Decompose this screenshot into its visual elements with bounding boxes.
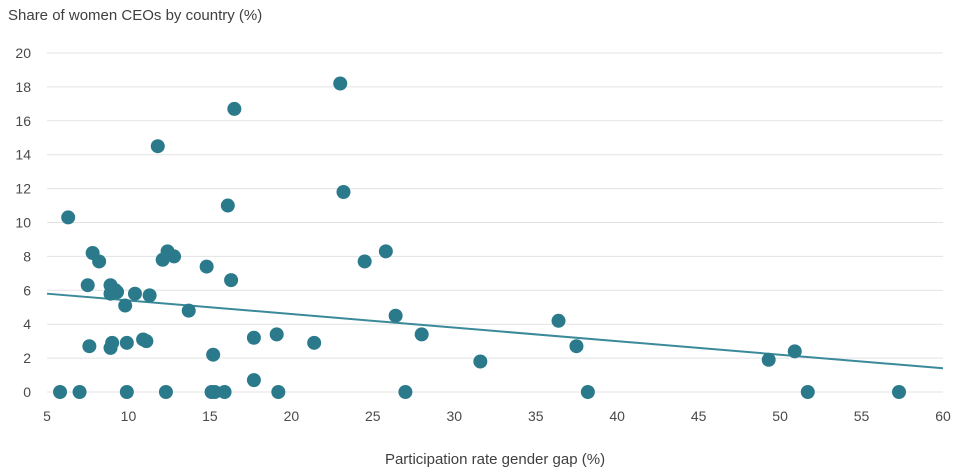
trendline-layer (46, 292, 944, 370)
data-point (269, 327, 284, 342)
data-point (142, 288, 157, 303)
data-point (61, 210, 76, 225)
trendline (46, 292, 944, 370)
data-point (199, 259, 214, 274)
data-point (227, 101, 242, 116)
data-point (271, 385, 286, 399)
data-point (110, 284, 125, 299)
data-point (119, 335, 134, 350)
data-point (800, 385, 815, 399)
data-point (761, 352, 776, 367)
data-point (224, 273, 239, 288)
y-tick-label: 14 (15, 147, 31, 163)
data-point (181, 303, 196, 318)
y-tick-label: 18 (15, 79, 31, 95)
x-tick-label: 25 (365, 408, 381, 424)
x-tick-label: 5 (43, 408, 51, 424)
data-point (246, 373, 261, 388)
data-point (207, 385, 222, 399)
data-point (119, 385, 134, 399)
x-tick-label: 10 (121, 408, 137, 424)
x-tick-label: 55 (854, 408, 870, 424)
data-point (414, 327, 429, 342)
x-tick-label: 45 (691, 408, 707, 424)
y-tick-label: 16 (15, 113, 31, 129)
gridlines (47, 52, 943, 393)
data-point (150, 139, 165, 154)
x-axis-title: Participation rate gender gap (%) (384, 451, 606, 468)
x-tick-label: 20 (284, 408, 300, 424)
data-point (333, 76, 348, 91)
data-point (569, 339, 584, 354)
y-tick-label: 6 (23, 282, 31, 298)
data-point (217, 385, 232, 399)
data-point (787, 344, 802, 359)
data-point (158, 385, 173, 399)
data-point (473, 354, 488, 369)
x-tick-label: 50 (772, 408, 788, 424)
x-tick-label: 60 (935, 408, 951, 424)
data-point (398, 385, 413, 399)
data-point (246, 330, 261, 345)
data-point (80, 278, 95, 293)
data-point (357, 254, 372, 269)
data-point (551, 313, 566, 328)
data-point (388, 308, 403, 323)
data-point (139, 334, 154, 349)
x-tick-label: 30 (446, 408, 462, 424)
y-tick-label: 0 (23, 384, 31, 400)
data-point (892, 385, 907, 399)
data-point (378, 244, 393, 259)
data-point (580, 385, 595, 399)
tick-labels: 0 2 4 6 8 10 12 14 16 18 20 5 10 15 20 25 30 35 40 45 50 55 60 (15, 45, 951, 424)
x-tick-label: 15 (202, 408, 218, 424)
y-tick-label: 2 (23, 350, 31, 366)
data-point (72, 385, 87, 399)
y-tick-label: 12 (15, 181, 31, 197)
data-point (105, 335, 120, 350)
y-tick-label: 8 (23, 248, 31, 264)
data-point (167, 249, 182, 264)
data-point (53, 385, 68, 399)
data-points (53, 76, 907, 399)
x-tick-label: 35 (528, 408, 544, 424)
data-point (336, 184, 351, 199)
y-axis-title: Share of women CEOs by country (%) (8, 7, 263, 24)
y-tick-label: 20 (15, 45, 31, 61)
data-point (206, 347, 221, 362)
data-point (82, 339, 97, 354)
data-point (118, 298, 133, 313)
y-tick-label: 10 (15, 215, 31, 231)
data-point (92, 254, 107, 269)
x-tick-label: 40 (609, 408, 625, 424)
data-point (220, 198, 235, 213)
y-tick-label: 4 (23, 316, 31, 332)
data-point (307, 335, 322, 350)
data-point (127, 286, 142, 301)
